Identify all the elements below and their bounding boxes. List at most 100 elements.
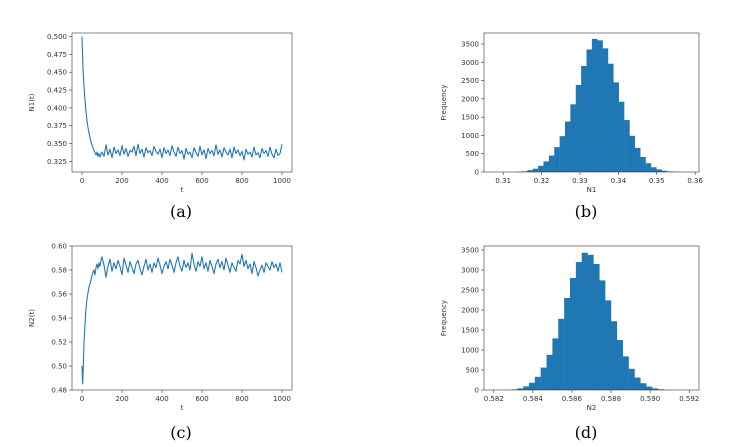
histogram-bar <box>558 319 564 390</box>
x-tick-label: 0.33 <box>572 177 588 185</box>
x-axis-label: t <box>181 186 184 194</box>
y-tick-label: 500 <box>466 150 479 158</box>
histogram-bar <box>630 136 636 172</box>
y-tick-label: 2000 <box>461 307 479 315</box>
histogram-bar <box>599 280 605 390</box>
y-axis-label: Frequency <box>440 300 448 336</box>
histogram-bar <box>523 386 529 390</box>
histogram-bar <box>635 378 641 390</box>
x-tick-label: 600 <box>195 395 208 403</box>
axes-frame <box>72 246 292 390</box>
y-tick-label: 0.325 <box>47 158 67 166</box>
histogram-bar <box>593 264 599 390</box>
histogram-bar <box>582 253 588 390</box>
histogram-bar <box>547 355 553 390</box>
y-tick-label: 0.450 <box>47 69 67 77</box>
panel-label-a: (a) <box>170 202 192 221</box>
histogram-bar <box>603 48 609 172</box>
x-tick-label: 0 <box>80 177 84 185</box>
histogram-bar <box>597 40 603 172</box>
histogram-bar <box>538 166 544 172</box>
histogram-bar <box>588 255 594 390</box>
x-axis-label: N2 <box>587 404 597 412</box>
x-tick-label: 0.32 <box>534 177 550 185</box>
y-axis-label: Frequency <box>440 84 448 120</box>
x-tick-label: 0.31 <box>495 177 511 185</box>
histogram-bar <box>656 169 662 172</box>
histogram-bar <box>560 136 566 172</box>
y-tick-label: 0.54 <box>51 315 67 323</box>
y-tick-label: 0 <box>475 169 479 177</box>
x-tick-label: 800 <box>235 177 248 185</box>
histogram-bar <box>640 157 646 172</box>
histogram-bar <box>541 368 547 390</box>
histogram-bar <box>611 321 617 390</box>
x-tick-label: 800 <box>235 395 248 403</box>
histogram-bar <box>651 167 657 172</box>
x-tick-label: 1000 <box>273 395 291 403</box>
y-tick-label: 0.48 <box>51 387 67 395</box>
histogram-bar <box>646 387 652 390</box>
x-tick-label: 600 <box>195 177 208 185</box>
y-tick-label: 0.60 <box>51 243 67 251</box>
histogram-bar <box>544 161 550 172</box>
y-tick-label: 0.475 <box>47 51 67 59</box>
y-tick-label: 1000 <box>461 132 479 140</box>
x-tick-label: 0.588 <box>601 395 621 403</box>
y-tick-label: 3500 <box>461 40 479 48</box>
histogram-bar <box>608 64 614 172</box>
x-tick-label: 200 <box>115 177 128 185</box>
histogram-bar <box>570 104 576 172</box>
y-axis-label: N1(t) <box>28 93 36 111</box>
x-tick-label: 400 <box>155 395 168 403</box>
y-tick-label: 0.400 <box>47 104 67 112</box>
x-tick-label: 0.36 <box>687 177 703 185</box>
series-line <box>82 253 282 384</box>
histogram-bar <box>552 338 558 390</box>
panel-a: 0 200 400 600 800 1000 0.325 0.350 0.375 0.400 0.4… <box>28 33 292 194</box>
x-tick-label: 1000 <box>273 177 291 185</box>
histogram-bar <box>619 102 625 172</box>
x-tick-label: 0.592 <box>679 395 699 403</box>
y-tick-label: 3500 <box>461 247 479 255</box>
histogram-bar <box>617 340 623 390</box>
histogram-bar <box>581 66 587 172</box>
x-tick-label: 0.584 <box>523 395 544 403</box>
histogram-bar <box>549 156 555 172</box>
histogram-bar <box>640 383 646 390</box>
panel-label-c: (c) <box>170 423 191 442</box>
y-tick-label: 0.500 <box>47 33 67 41</box>
histogram-bar <box>587 49 593 172</box>
x-tick-label: 200 <box>115 395 128 403</box>
histogram-bar <box>635 148 641 172</box>
y-tick-label: 0 <box>475 387 479 395</box>
histogram-bar <box>605 300 611 390</box>
x-tick-label: 400 <box>155 177 168 185</box>
histogram-bar <box>592 39 598 172</box>
histogram-bar <box>646 163 652 172</box>
x-tick-label: 0.590 <box>640 395 660 403</box>
y-tick-label: 3000 <box>461 59 479 67</box>
y-tick-label: 0.50 <box>51 363 67 371</box>
histogram-bar <box>554 147 560 172</box>
x-tick-label: 0.35 <box>649 177 665 185</box>
y-tick-label: 0.425 <box>47 87 67 95</box>
y-tick-label: 0.350 <box>47 140 67 148</box>
y-tick-label: 500 <box>466 367 479 375</box>
y-tick-label: 1500 <box>461 327 479 335</box>
y-tick-label: 2500 <box>461 287 479 295</box>
y-tick-label: 0.52 <box>51 339 67 347</box>
y-axis-label: N2(t) <box>28 309 36 327</box>
y-tick-label: 0.375 <box>47 122 67 130</box>
series-line <box>82 37 282 160</box>
y-tick-label: 0.56 <box>51 291 67 299</box>
panel-label-b: (b) <box>575 202 598 221</box>
x-tick-label: 0 <box>80 395 84 403</box>
y-tick-label: 2000 <box>461 95 479 103</box>
histogram-bar <box>570 278 576 390</box>
histogram-bar <box>623 356 629 390</box>
histogram-bar <box>535 377 541 390</box>
histogram-bar <box>613 82 619 172</box>
